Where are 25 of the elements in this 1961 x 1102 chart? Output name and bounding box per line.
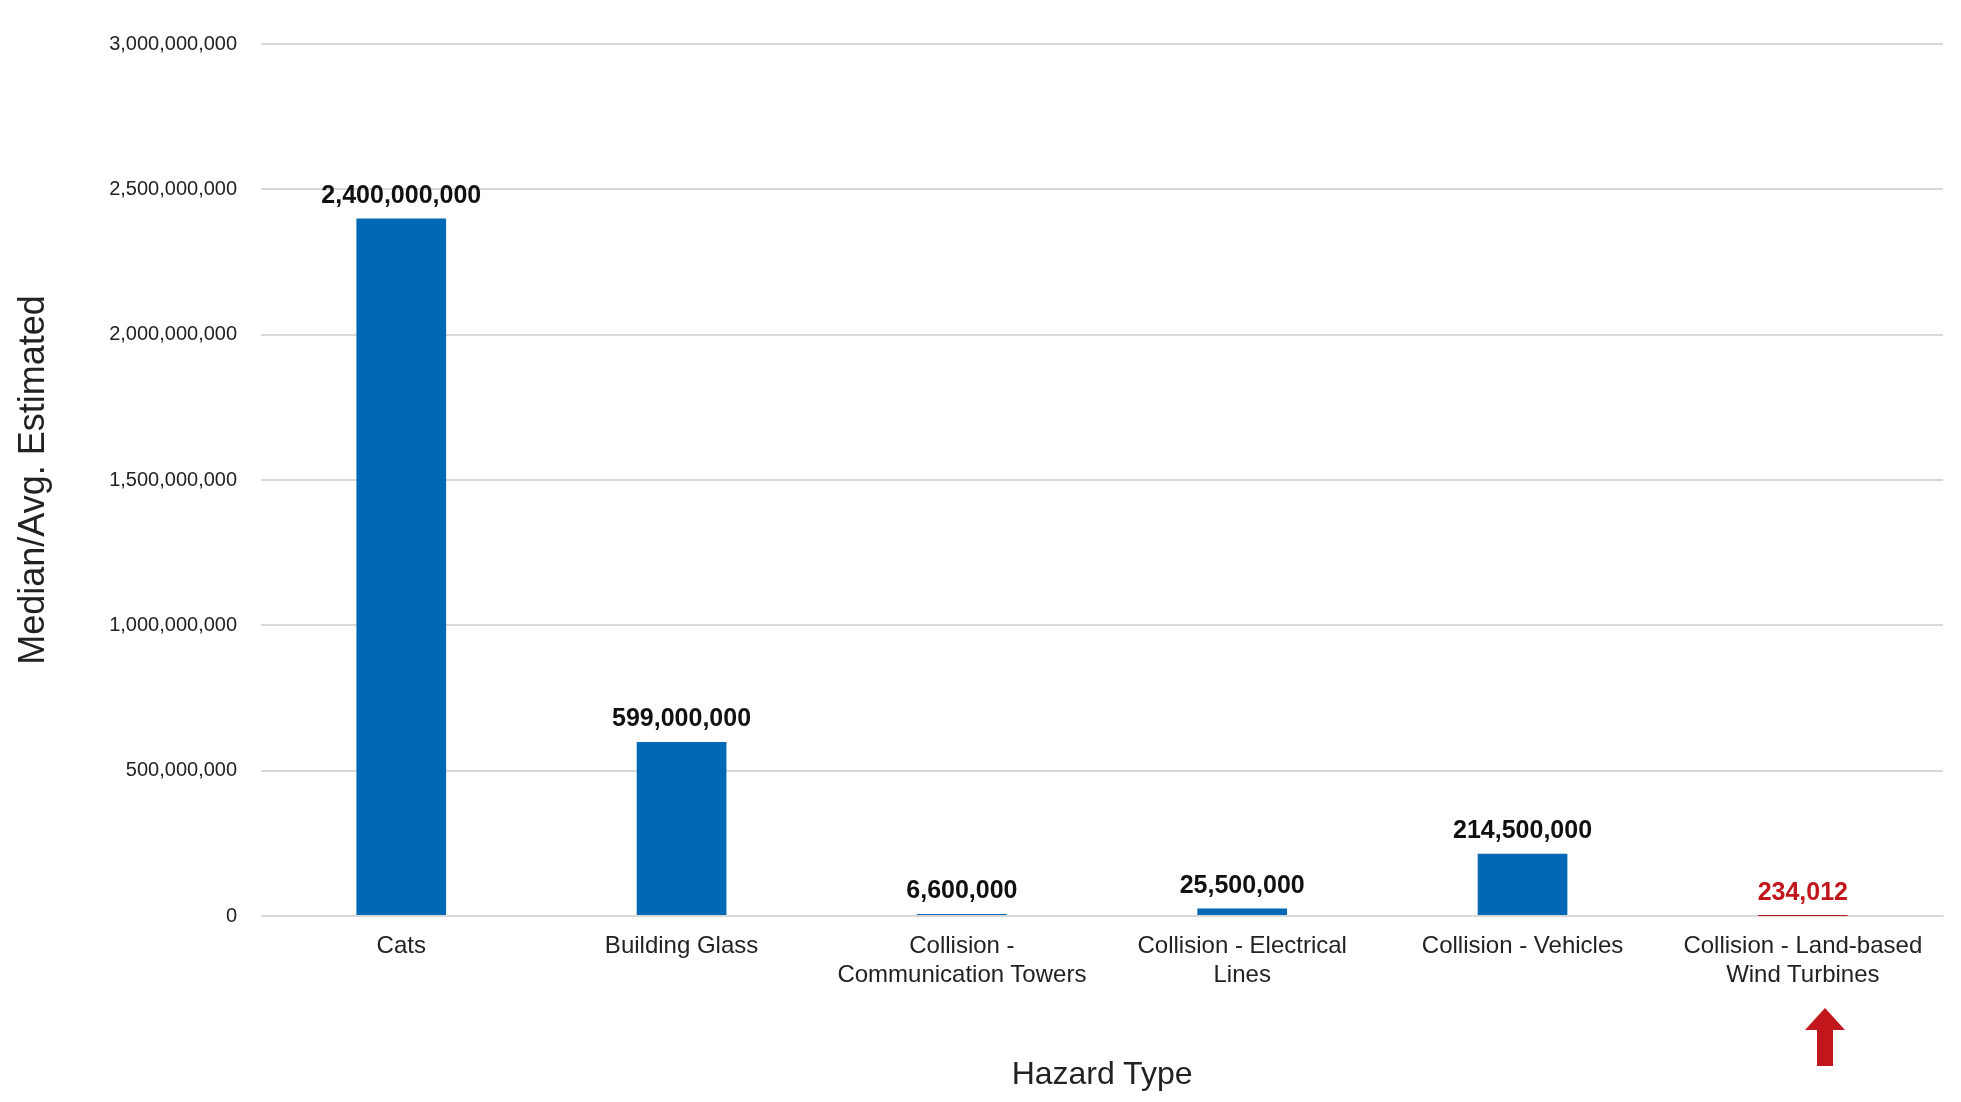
data-label: 234,012 xyxy=(1757,877,1849,906)
bar xyxy=(1197,908,1288,915)
y-tick-label: 500,000,000 xyxy=(125,758,238,781)
data-label: 2,400,000,000 xyxy=(321,179,482,208)
y-tick-label: 1,000,000,000 xyxy=(109,612,238,635)
bar xyxy=(356,218,447,915)
y-tick-label: 3,000,000,000 xyxy=(109,31,238,54)
bar xyxy=(636,741,727,915)
y-tick-label: 2,000,000,000 xyxy=(109,322,238,345)
x-tick-label: Collision - Land-based Wind Turbines xyxy=(1683,931,1923,987)
data-label: 25,500,000 xyxy=(1179,869,1305,898)
x-tick-label: Collision - Electrical Lines xyxy=(1137,931,1347,987)
x-tick-label: Building Glass xyxy=(604,931,759,959)
data-label: 6,600,000 xyxy=(906,875,1018,904)
y-tick-label: 1,500,000,000 xyxy=(109,467,238,490)
x-tick-label: Collision - Vehicles xyxy=(1421,931,1624,959)
data-label: 599,000,000 xyxy=(612,703,752,732)
bar xyxy=(1477,853,1568,915)
y-axis-title: Median/Avg. Estimated xyxy=(10,295,52,665)
x-tick-label: Cats xyxy=(376,931,426,959)
data-label: 214,500,000 xyxy=(1453,815,1593,844)
y-tick-label: 0 xyxy=(225,903,238,926)
y-tick-label: 2,500,000,000 xyxy=(109,176,238,199)
x-tick-label: Collision - Communication Towers xyxy=(837,931,1087,987)
x-axis-title: Hazard Type xyxy=(1011,1054,1193,1091)
